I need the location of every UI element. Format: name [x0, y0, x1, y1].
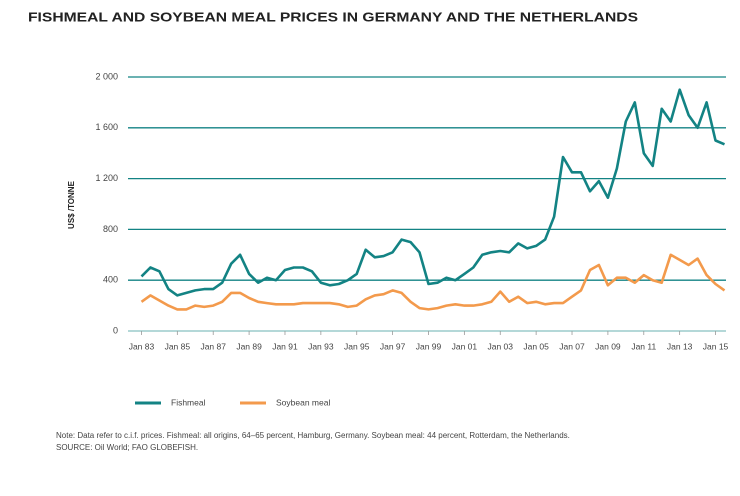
x-tick-label: Jan 07 — [559, 341, 585, 351]
x-tick-label: Jan 83 — [129, 341, 155, 351]
series-line — [140, 88, 726, 297]
series-line — [140, 253, 726, 311]
y-tick-label: 2 000 — [95, 71, 118, 81]
x-tick-label: Jan 13 — [667, 341, 693, 351]
x-tick-label: Jan 09 — [595, 341, 621, 351]
chart-title: FISHMEAL AND SOYBEAN MEAL PRICES IN GERM… — [28, 9, 638, 24]
source-text: SOURCE: Oil World; FAO GLOBEFISH. — [56, 443, 199, 452]
y-tick-label: 400 — [103, 275, 118, 285]
x-tick-label: Jan 99 — [416, 341, 442, 351]
x-tick-label: Jan 89 — [236, 341, 262, 351]
legend-label: Soybean meal — [276, 397, 330, 407]
y-tick-label: 1 200 — [95, 173, 118, 183]
x-tick-label: Jan 11 — [631, 341, 656, 351]
x-tick-label: Jan 01 — [452, 341, 478, 351]
x-tick-label: Jan 85 — [165, 341, 191, 351]
legend-label: Fishmeal — [171, 397, 206, 407]
x-tick-label: Jan 91 — [272, 341, 298, 351]
x-tick-label: Jan 93 — [308, 341, 334, 351]
x-tick-label: Jan 97 — [380, 341, 406, 351]
x-tick-label: Jan 87 — [200, 341, 226, 351]
y-tick-label: 0 — [113, 325, 118, 335]
y-tick-label: 1 600 — [95, 122, 118, 132]
x-tick-label: Jan 95 — [344, 341, 370, 351]
x-tick-label: Jan 03 — [487, 341, 513, 351]
note: Note: Data refer to c.i.f. prices. Fishm… — [56, 430, 616, 454]
x-tick-label: Jan 15 — [703, 341, 729, 351]
note-text: Note: Data refer to c.i.f. prices. Fishm… — [56, 431, 570, 440]
y-axis-label: US$ /TONNE — [67, 180, 76, 229]
x-tick-label: Jan 05 — [523, 341, 549, 351]
y-tick-label: 800 — [103, 224, 118, 234]
